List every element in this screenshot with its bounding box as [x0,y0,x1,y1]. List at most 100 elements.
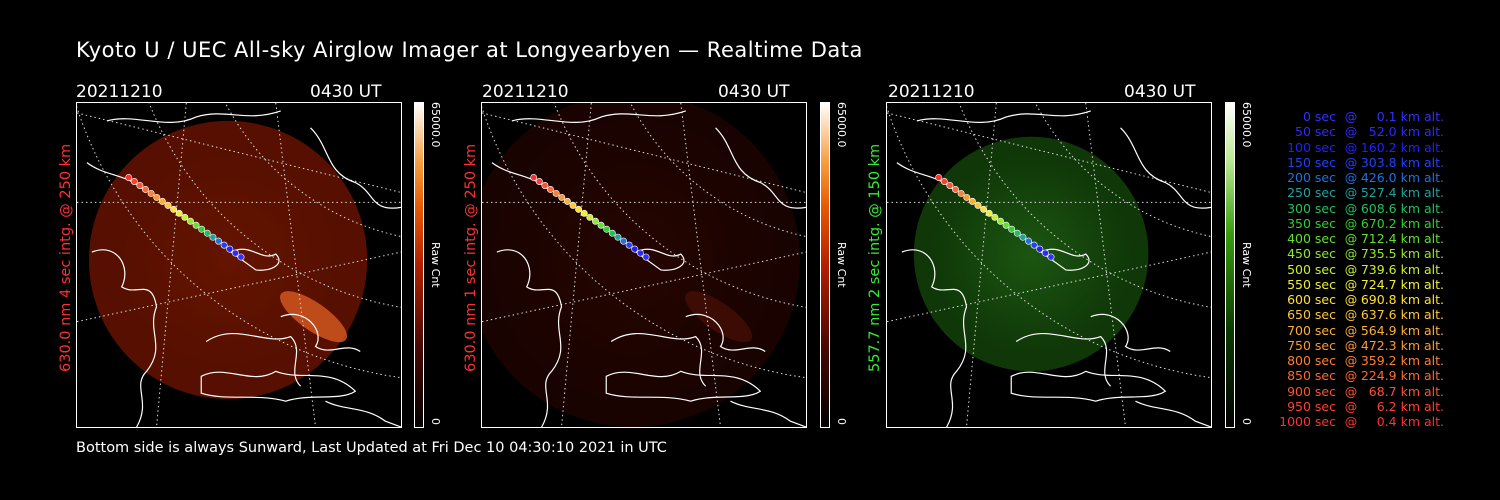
panel-3-skymap [886,102,1212,428]
legend-at: @ [1344,246,1358,262]
footer-status: Bottom side is always Sunward, Last Upda… [76,440,667,456]
legend-row: 350 sec @670.2 km alt. [1258,216,1444,231]
panel-3-date: 20211210 [888,82,975,102]
trajectory-point [591,217,599,225]
trajectory-point [237,253,245,261]
legend-at: @ [1344,185,1358,201]
legend-altitude: 670.2 km alt. [1360,215,1444,231]
legend-altitude: 224.9 km alt. [1360,368,1444,384]
legend-seconds: 200 sec [1287,170,1336,185]
trajectory-point [136,182,144,189]
trajectory-point [192,221,200,229]
trajectory-point [940,178,948,185]
airglow-disk [88,120,368,400]
trajectory-point [603,225,611,233]
panel-2-colorbar-max: 65000.0 [835,102,848,148]
trajectory-point [642,253,650,261]
trajectory-point [597,221,605,229]
legend-row: 150 sec @303.8 km alt. [1258,155,1444,170]
airglow-disk [482,103,800,427]
trajectory-point [547,185,555,193]
legend-row: 0 sec @0.1 km alt. [1258,109,1444,124]
legend-altitude: 68.7 km alt. [1368,383,1444,399]
legend-at: @ [1344,109,1358,124]
trajectory-point [186,217,194,225]
legend-seconds: 1000 sec [1279,414,1336,429]
trajectory-point [1041,249,1049,257]
panel-3-time: 0430 UT [1124,82,1196,102]
panel-2-colorbar-unit: Raw Cnt [835,242,848,288]
panel-1-colorbar-max: 65000.0 [429,102,442,148]
trajectory-point [614,233,622,241]
panel-1-side-label: 630.0 nm 4 sec intg. @ 250 km [58,143,74,372]
skymap-canvas [77,103,401,427]
trajectory-point [569,201,577,209]
panel-3-colorbar-unit: Raw Cnt [1240,242,1253,288]
legend-seconds: 500 sec [1287,261,1336,277]
trajectory [125,174,245,261]
trajectory-point [631,245,639,253]
panel-1-colorbar-min: 0 [429,418,442,425]
legend-at: @ [1344,200,1358,216]
panel-1-skymap [76,102,402,428]
trajectory-point [1002,221,1010,229]
legend-altitude: 564.9 km alt. [1360,322,1444,338]
legend-row: 200 sec @426.0 km alt. [1258,170,1444,185]
panel-3-side-label: 557.7 nm 2 sec intg. @ 150 km [867,143,883,372]
legend-seconds: 950 sec [1287,398,1336,414]
legend-at: @ [1344,368,1358,384]
legend-seconds: 250 sec [1287,185,1336,201]
legend-at: @ [1344,261,1358,277]
trajectory-point [935,174,943,182]
legend-row: 550 sec @724.7 km alt. [1258,277,1444,292]
trajectory-point [203,229,211,237]
legend-seconds: 750 sec [1287,337,1336,353]
coastline [86,110,401,427]
trajectory-point [991,213,999,221]
legend-at: @ [1344,322,1358,338]
trajectory [935,174,1055,261]
legend-seconds: 100 sec [1287,139,1336,155]
trajectory-point [575,205,583,213]
trajectory-point [231,249,239,257]
trajectory-point [175,209,183,217]
panel-2-colorbar-min: 0 [835,418,848,425]
panel-1-colorbar-unit: Raw Cnt [429,242,442,288]
trajectory-point [158,197,166,205]
legend-row: 250 sec @527.4 km alt. [1258,185,1444,200]
legend-row: 950 sec @6.2 km alt. [1258,399,1444,414]
panel-3-colorbar-min: 0 [1240,418,1253,425]
legend-row: 450 sec @735.5 km alt. [1258,246,1444,261]
legend-at: @ [1344,414,1358,429]
legend-altitude: 472.3 km alt. [1360,337,1444,353]
trajectory-point [1019,233,1027,241]
legend-at: @ [1344,383,1358,399]
legend-at: @ [1344,307,1358,323]
trajectory-point [957,189,965,197]
legend-altitude: 690.8 km alt. [1360,292,1444,307]
legend-at: @ [1344,231,1358,246]
trajectory-point [580,209,588,217]
legend-altitude: 735.5 km alt. [1360,246,1444,262]
altitude-legend: 0 sec @0.1 km alt. 50 sec @52.0 km alt. 100 … [1258,109,1444,429]
legend-seconds: 350 sec [1287,215,1336,231]
trajectory-point [996,217,1004,225]
legend-row: 800 sec @359.2 km alt. [1258,353,1444,368]
legend-row: 500 sec @739.6 km alt. [1258,262,1444,277]
legend-seconds: 50 sec [1295,124,1336,140]
trajectory-point [220,241,228,249]
trajectory-point [1013,229,1021,237]
legend-altitude: 608.6 km alt. [1360,200,1444,216]
legend-at: @ [1344,353,1358,368]
legend-altitude: 527.4 km alt. [1360,185,1444,201]
trajectory-point [1036,245,1044,253]
trajectory-point [209,233,217,241]
legend-seconds: 400 sec [1287,231,1336,246]
legend-at: @ [1344,276,1358,292]
panel-2-date: 20211210 [482,82,569,102]
legend-altitude: 426.0 km alt. [1360,170,1444,185]
legend-row: 700 sec @564.9 km alt. [1258,323,1444,338]
legend-seconds: 700 sec [1287,322,1336,338]
legend-at: @ [1344,215,1358,231]
trajectory-point [980,205,988,213]
